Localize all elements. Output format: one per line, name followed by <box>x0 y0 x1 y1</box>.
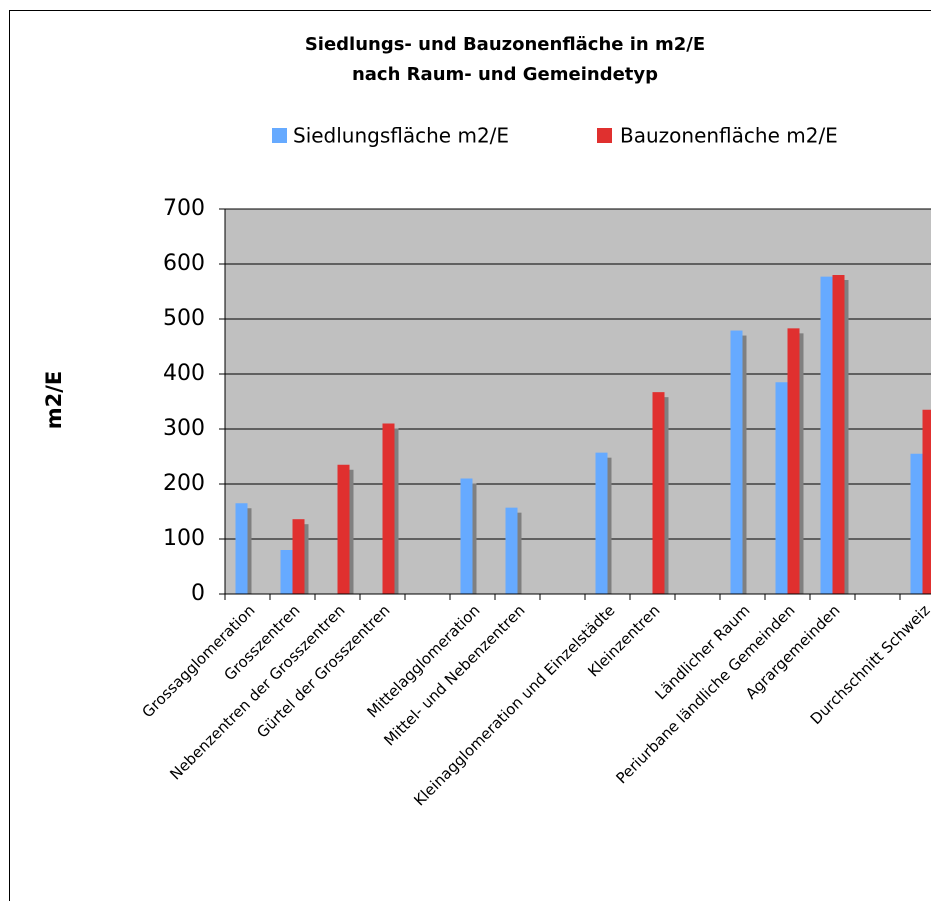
bar <box>820 276 833 594</box>
bar <box>787 328 800 594</box>
bar <box>922 409 931 594</box>
y-tick-label: 400 <box>163 361 205 386</box>
y-tick-label: 200 <box>163 471 205 496</box>
legend-label: Bauzonenfläche m2/E <box>620 124 838 148</box>
legend-label: Siedlungsfläche m2/E <box>293 124 509 148</box>
y-tick-label: 600 <box>163 251 205 276</box>
bar <box>832 275 845 594</box>
legend-swatch <box>272 128 287 143</box>
y-axis-label: m2/E <box>42 371 66 430</box>
bar <box>505 507 518 594</box>
bar <box>337 464 350 594</box>
y-tick-label: 100 <box>163 526 205 551</box>
bar <box>292 519 305 594</box>
bar <box>652 392 665 594</box>
y-tick-label: 300 <box>163 416 205 441</box>
bar <box>775 382 788 594</box>
legend-swatch <box>597 128 612 143</box>
chart-title: Siedlungs- und Bauzonenfläche in m2/E <box>305 34 705 55</box>
y-tick-label: 500 <box>163 306 205 331</box>
chart-subtitle: nach Raum- und Gemeindetyp <box>352 64 658 85</box>
bar <box>235 503 248 594</box>
bar <box>460 478 473 594</box>
y-tick-label: 0 <box>191 581 205 606</box>
bar <box>382 423 395 594</box>
y-tick-label: 700 <box>163 196 205 221</box>
bar <box>595 452 608 594</box>
bar <box>280 550 293 594</box>
bar <box>910 453 923 594</box>
bar <box>730 330 743 594</box>
